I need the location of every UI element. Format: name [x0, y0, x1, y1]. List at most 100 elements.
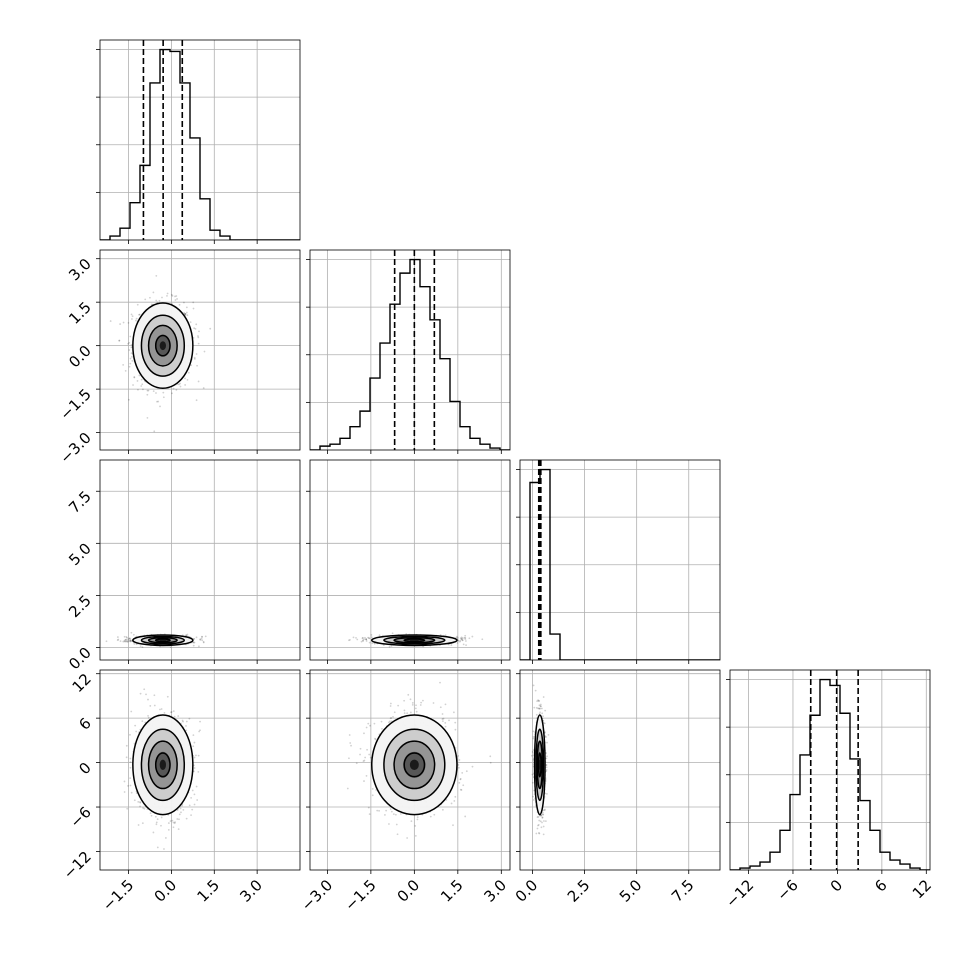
scatter-point: [355, 636, 357, 639]
contour-line: [393, 740, 436, 790]
scatter-point: [130, 352, 133, 355]
scatter-point: [123, 780, 126, 783]
scatter-point: [142, 388, 144, 391]
y-tick-label: 3.0: [65, 255, 95, 285]
scatter-point: [389, 717, 392, 720]
scatter-point: [183, 301, 185, 304]
scatter-point: [127, 321, 130, 324]
scatter-point: [184, 313, 187, 316]
scatter-point: [176, 818, 179, 820]
scatter-point: [532, 799, 535, 801]
scatter-point: [193, 741, 196, 744]
scatter-point: [130, 791, 133, 794]
scatter-point: [489, 761, 492, 764]
scatter-point: [134, 724, 137, 727]
scatter-point: [126, 641, 129, 643]
contour-line: [403, 752, 426, 778]
x-tick-label: 1.5: [437, 876, 467, 906]
y-tick-label: −12: [60, 848, 95, 883]
scatter-point: [389, 702, 392, 705]
scatter-point: [182, 720, 184, 723]
scatter-point: [471, 765, 474, 768]
scatter-point: [179, 385, 182, 388]
scatter-point: [135, 730, 138, 733]
scatter-point: [464, 636, 467, 639]
scatter-point: [141, 383, 144, 386]
panel-frame: [99, 459, 301, 661]
scatter-point: [460, 638, 463, 641]
scatter-point: [126, 640, 129, 643]
scatter-point: [371, 787, 374, 790]
scatter-point: [406, 712, 409, 715]
scatter-point: [117, 638, 120, 641]
scatter-point: [203, 350, 206, 353]
scatter-point: [368, 637, 371, 640]
scatter-point: [452, 824, 454, 827]
panel-frame: [99, 249, 301, 451]
scatter-point: [456, 642, 459, 644]
scatter-point: [122, 321, 125, 324]
scatter-point: [129, 637, 132, 640]
scatter-point: [129, 639, 132, 641]
scatter-point: [363, 732, 365, 735]
scatter-point: [159, 405, 161, 408]
scatter-point: [371, 794, 374, 797]
scatter-point: [159, 708, 161, 711]
scatter-point: [198, 330, 200, 333]
scatter-point: [538, 707, 541, 710]
scatter-point: [365, 774, 368, 777]
scatter-point: [201, 636, 204, 638]
scatter-point: [133, 376, 136, 379]
scatter-point: [454, 728, 457, 731]
scatter-point: [178, 383, 180, 386]
scatter-point: [130, 313, 133, 316]
scatter-point: [157, 400, 160, 403]
scatter-point: [163, 711, 166, 714]
scatter-point: [186, 378, 189, 381]
panel-frame: [309, 249, 511, 451]
contour-line: [393, 636, 436, 644]
scatter-point: [197, 380, 200, 383]
scatter-point: [373, 722, 376, 725]
scatter-point: [370, 633, 373, 636]
y-tick-label: −6: [66, 803, 94, 831]
y-tick-label: 6: [75, 714, 94, 733]
scatter-point: [171, 819, 174, 822]
scatter-point: [158, 299, 161, 302]
x-tick-label: 3.0: [236, 876, 266, 906]
scatter-point: [410, 820, 413, 823]
scatter-point: [116, 639, 119, 642]
scatter-point: [414, 825, 417, 827]
y-tick-label: 5.0: [65, 539, 95, 569]
density-level: [159, 639, 167, 641]
scatter-point: [361, 637, 364, 640]
scatter-point: [196, 799, 199, 801]
scatter-point: [199, 729, 201, 732]
scatter-point: [193, 793, 196, 796]
scatter-point: [145, 693, 147, 696]
scatter-point: [454, 721, 457, 724]
histogram-bar: [100, 48, 300, 240]
scatter-point: [124, 638, 127, 641]
scatter-point: [140, 385, 143, 387]
scatter-point: [129, 362, 132, 365]
scatter-point: [367, 636, 369, 639]
scatter-point: [131, 355, 133, 358]
scatter-point: [416, 816, 419, 819]
scatter-point: [175, 295, 178, 297]
scatter-point: [153, 430, 156, 433]
scatter-point: [155, 823, 158, 826]
scatter-point: [192, 307, 195, 310]
contour-line: [140, 635, 186, 645]
scatter-point: [407, 693, 410, 696]
scatter-point: [174, 821, 176, 824]
scatter-point: [143, 807, 146, 810]
scatter-point: [191, 808, 194, 811]
scatter-point: [156, 818, 159, 821]
scatter-point: [458, 759, 461, 761]
scatter-point: [128, 637, 131, 640]
scatter-point: [128, 637, 131, 640]
scatter-point: [457, 766, 460, 769]
scatter-point: [457, 755, 460, 757]
scatter-point: [176, 298, 178, 300]
